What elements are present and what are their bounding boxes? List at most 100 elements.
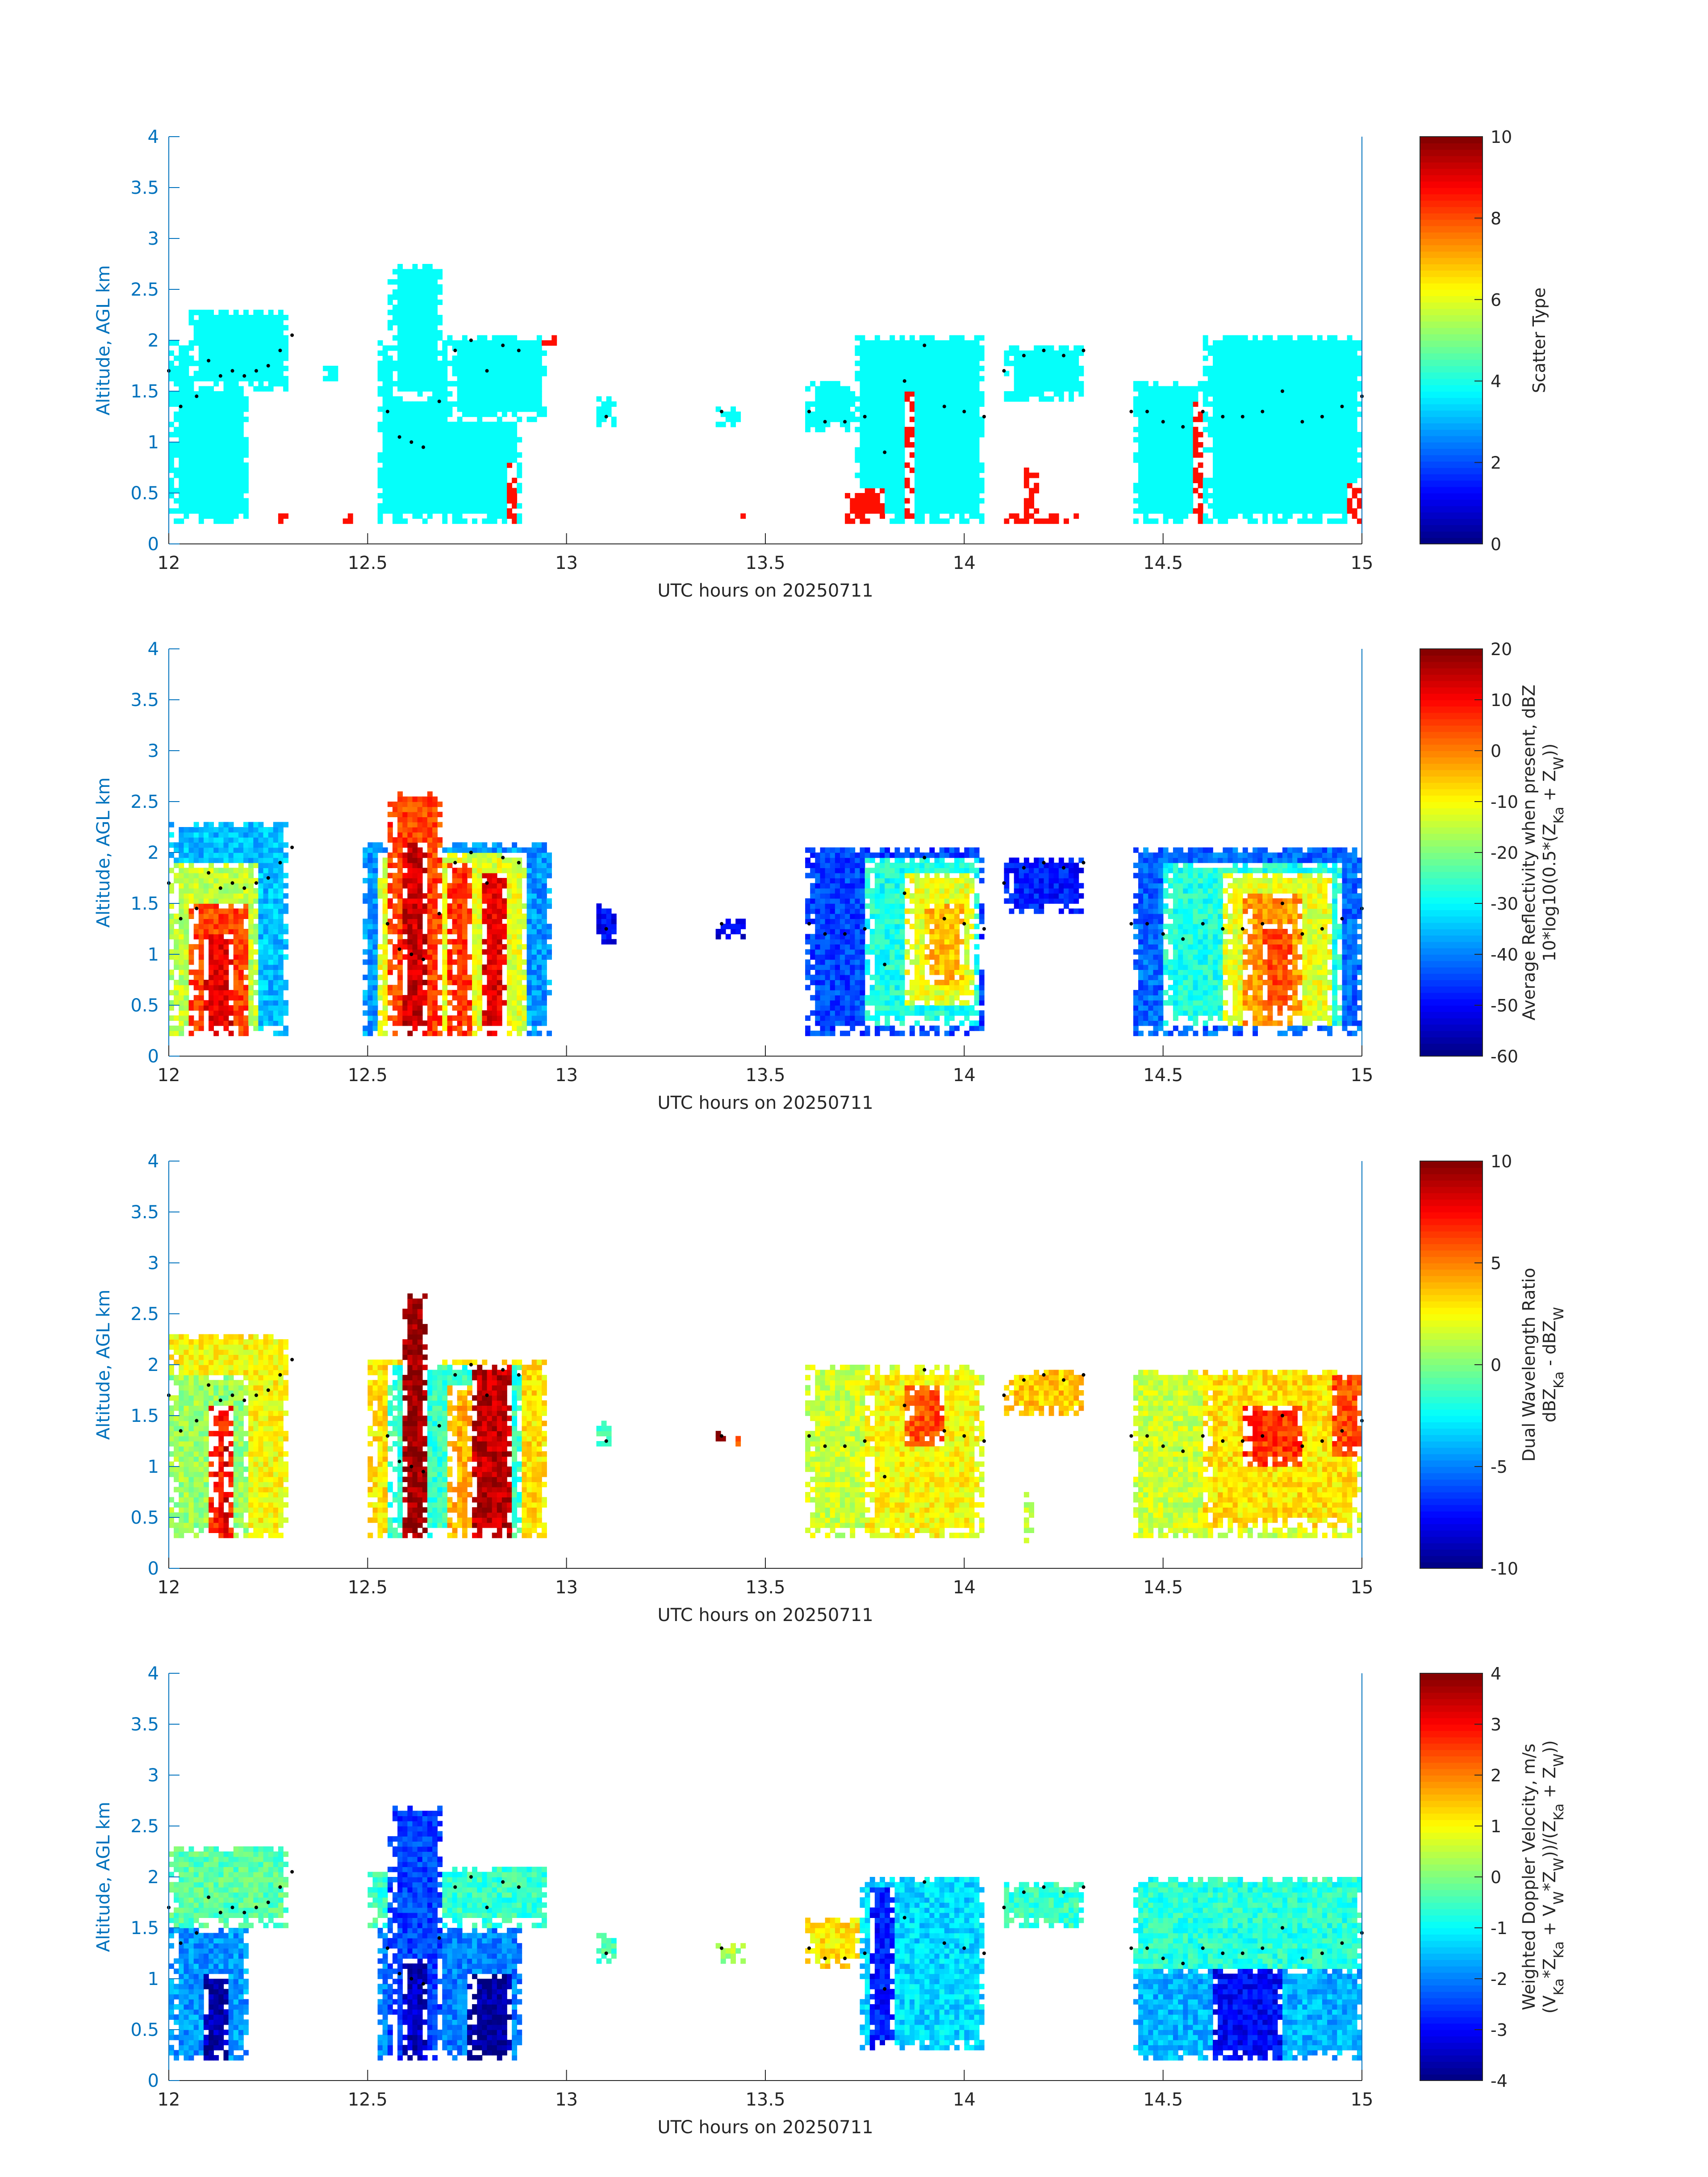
heatmap-cell [467,468,472,473]
heatmap-cell [536,340,542,346]
heatmap-cell [1312,472,1318,478]
heatmap-cell [1023,350,1029,356]
heatmap-cell [1337,498,1343,504]
heatmap-cell [238,411,244,417]
heatmap-cell [193,462,199,468]
heatmap-cell [1253,483,1258,489]
heatmap-cell [209,888,214,894]
heatmap-cell [209,330,214,336]
heatmap-cell [1163,483,1169,489]
heatmap-cell [954,442,960,448]
heatmap-cell [1347,452,1353,458]
heatmap-cell [482,447,488,453]
heatmap-cell [944,477,950,483]
heatmap-cell [1183,477,1189,483]
heatmap-cell [1247,376,1253,381]
heatmap-cell [407,279,413,285]
melting-layer-point [485,369,489,373]
heatmap-cell [880,442,885,448]
colorbar-band [1420,442,1482,449]
colorbar-frame [1420,136,1483,544]
heatmap-cell [885,452,890,458]
heatmap-cell [1218,472,1223,478]
heatmap-cell [432,422,438,427]
heatmap-cell [179,883,184,889]
heatmap-cell [442,411,448,417]
heatmap-cell [382,442,388,448]
heatmap-cell [184,498,189,504]
heatmap-cell [1322,340,1328,346]
heatmap-cell [915,503,920,509]
heatmap-cell [427,274,433,280]
heatmap-cell [1337,417,1343,422]
heatmap-cell [1352,386,1357,392]
heatmap-cell [1163,518,1169,524]
heatmap-cell [885,391,890,397]
heatmap-cell [209,873,214,878]
heatmap-cell [218,919,224,924]
heatmap-cell [179,452,184,458]
heatmap-cell [894,493,900,499]
heatmap-cell [437,381,443,387]
heatmap-cell [1218,360,1223,366]
heatmap-cell [909,381,915,387]
heatmap-cell [382,376,388,381]
heatmap-cell [974,468,980,473]
heatmap-cell [1312,503,1318,509]
heatmap-cell [1023,513,1029,519]
heatmap-cell [924,335,930,341]
heatmap-cell [213,503,219,509]
heatmap-cell [1322,503,1328,509]
heatmap-cell [209,366,214,372]
heatmap-cell [810,381,816,387]
heatmap-cell [233,386,239,392]
heatmap-cell [198,447,204,453]
heatmap-cell [209,498,214,504]
heatmap-cell [407,417,413,422]
heatmap-cell [512,447,518,453]
heatmap-cell [517,371,522,376]
heatmap-cell [432,442,438,448]
heatmap-cell [193,330,199,336]
heatmap-cell [218,990,224,995]
heatmap-cell [880,457,885,463]
heatmap-cell [1203,513,1208,519]
heatmap-cell [899,401,905,407]
heatmap-cell [382,355,388,361]
heatmap-cell [179,862,184,868]
heatmap-cell [1317,468,1323,473]
heatmap-cell [1213,350,1218,356]
heatmap-cell [412,406,418,412]
heatmap-cell [238,498,244,504]
heatmap-cell [184,852,189,858]
heatmap-cell [223,360,229,366]
heatmap-cell [278,315,284,321]
heatmap-cell [915,376,920,381]
heatmap-cell [1352,452,1357,458]
heatmap-cell [1247,406,1253,412]
heatmap-cell [393,406,398,412]
heatmap-cell [184,345,189,351]
heatmap-cell [1342,396,1348,402]
heatmap-cell [263,350,269,356]
heatmap-cell [472,401,477,407]
heatmap-cell [472,381,477,387]
heatmap-cell [1228,350,1233,356]
heatmap-cell [417,411,423,417]
heatmap-cell [188,954,194,960]
heatmap-cell [193,452,199,458]
heatmap-cell [904,442,910,448]
heatmap-cell [1138,422,1144,427]
heatmap-cell [184,452,189,458]
heatmap-cell [273,360,279,366]
heatmap-cell [874,406,880,412]
heatmap-cell [1143,381,1148,387]
heatmap-cell [482,508,488,514]
heatmap-cell [1247,468,1253,473]
heatmap-cell [1223,452,1228,458]
heatmap-cell [1188,452,1194,458]
heatmap-cell [184,985,189,990]
heatmap-cell [1277,483,1283,489]
heatmap-cell [193,401,199,407]
heatmap-cell [283,325,288,330]
